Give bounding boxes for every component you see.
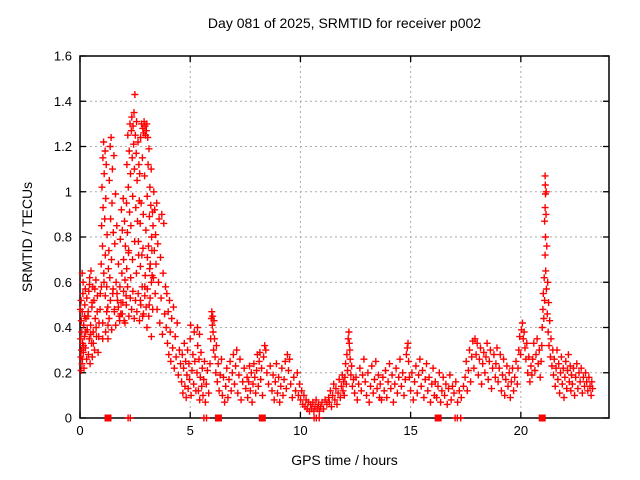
svg-text:1.6: 1.6 xyxy=(54,49,72,64)
svg-text:0: 0 xyxy=(65,411,72,426)
svg-text:5: 5 xyxy=(187,423,194,438)
svg-text:20: 20 xyxy=(514,423,528,438)
svg-text:1.4: 1.4 xyxy=(54,94,72,109)
svg-text:0.2: 0.2 xyxy=(54,365,72,380)
svg-text:0.6: 0.6 xyxy=(54,275,72,290)
svg-text:15: 15 xyxy=(403,423,417,438)
chart-title: Day 081 of 2025, SRMTID for receiver p00… xyxy=(207,15,482,31)
svg-text:0.4: 0.4 xyxy=(54,320,72,335)
x-axis-label: GPS time / hours xyxy=(291,452,398,468)
svg-text:1: 1 xyxy=(65,184,72,199)
svg-text:0.8: 0.8 xyxy=(54,230,72,245)
svg-text:0: 0 xyxy=(76,423,83,438)
svg-text:1.2: 1.2 xyxy=(54,139,72,154)
svg-text:10: 10 xyxy=(293,423,307,438)
